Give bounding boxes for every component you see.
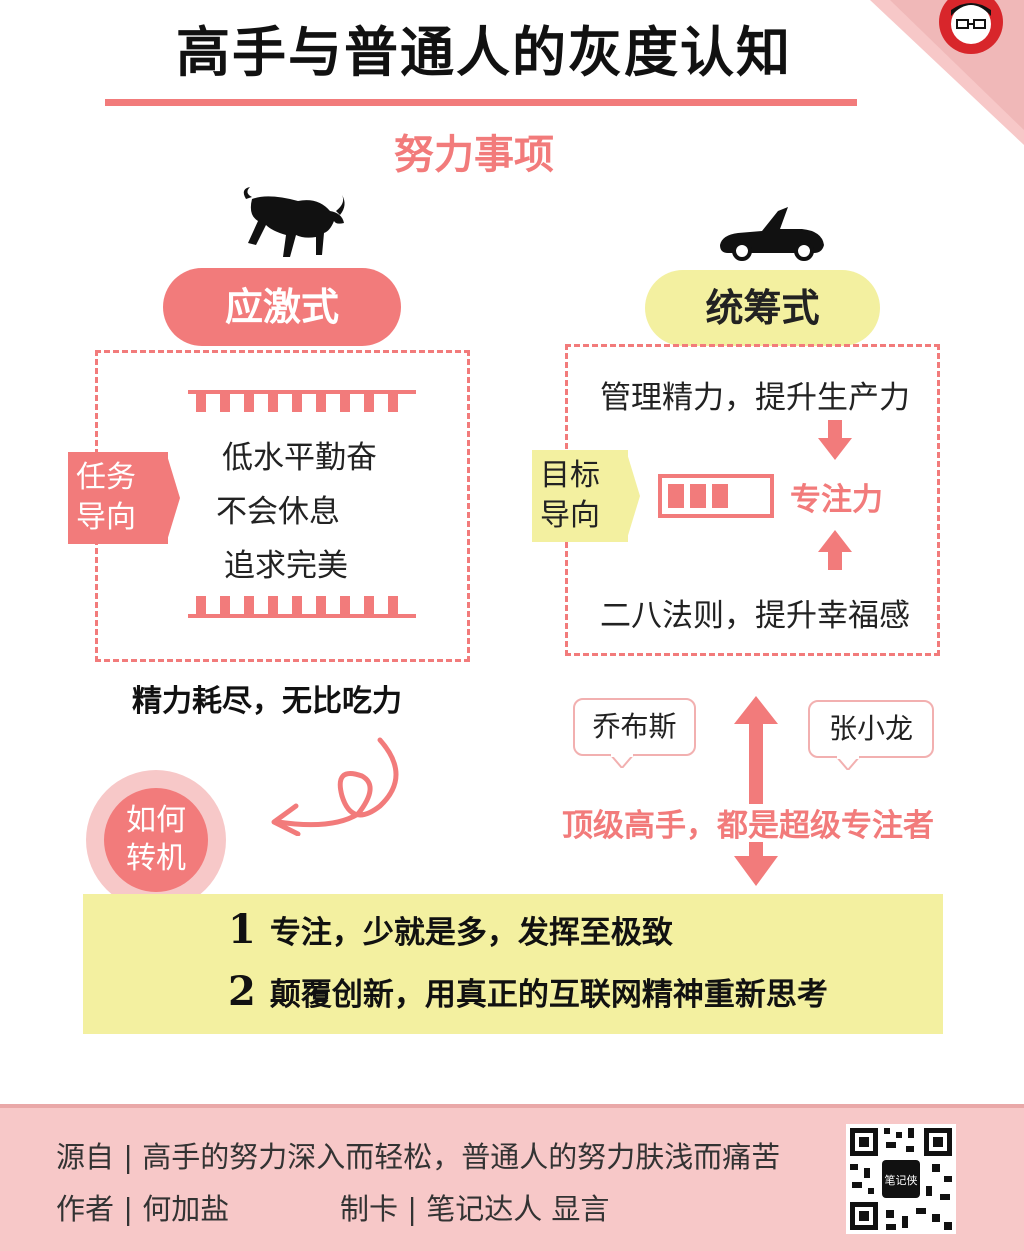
top-masters-text: 顶级高手，都是超级专注者 [562,808,934,844]
action-plan-panel [83,894,943,1034]
jobs-bubble: 乔布斯 [573,698,696,756]
reactive-caption: 精力耗尽，无比吃力 [132,684,402,719]
zhang-xiaolong-bubble: 张小龙 [808,700,934,758]
arrow-down-icon [818,420,852,460]
plan-text-1: 专注，少就是多，发挥至极致 [269,915,673,951]
how-to-turn-badge: 如何 转机 [104,788,208,892]
double-arrow-icon [734,696,778,886]
reactive-item-3: 追求完美 [224,548,348,584]
tag-arrow-left [166,452,180,544]
goal-oriented-tag: 目标 导向 [532,450,628,542]
page-title: 高手与普通人的灰度认知 [176,20,792,84]
jobs-label: 乔布斯 [592,710,677,743]
pareto-text: 二八法则，提升幸福感 [600,598,910,634]
tag-arrow-right [626,450,640,542]
task-oriented-label: 任务 导向 [76,460,136,535]
goal-oriented-label: 目标 导向 [540,458,600,533]
qr-center-label: 笔记侠 [885,1173,918,1187]
section-subtitle: 努力事项 [394,131,554,178]
bubble-tail-2 [836,756,860,770]
bull-icon [243,187,345,257]
plan-number-2: 2 [228,968,256,1015]
battery-icon [658,474,774,518]
reactive-item-1: 低水平勤奋 [222,440,377,476]
task-oriented-tag: 任务 导向 [68,452,168,544]
how-to-turn-label: 如何 转机 [126,803,186,876]
source-line: 源自 | 高手的努力深入而轻松，普通人的努力肤浅而痛苦 [56,1140,781,1174]
manage-energy-text: 管理精力，提升生产力 [600,380,910,416]
coordinated-mode-pill: 统筹式 [645,270,880,346]
hatch-bottom [188,596,416,618]
plan-item-2: 2 颠覆创新，用真正的互联网精神重新思考 [228,968,828,1015]
hatch-top [188,390,416,412]
author-line: 作者 | 何加盐 [56,1192,230,1226]
arrow-up-icon [818,530,852,570]
qr-code[interactable]: 笔记侠 [846,1124,956,1234]
sports-car-icon [720,207,824,261]
reactive-item-2: 不会休息 [216,494,340,530]
curly-arrow-icon [271,737,399,836]
zhang-xiaolong-label: 张小龙 [828,712,913,745]
plan-text-2: 颠覆创新，用真正的互联网精神重新思考 [269,977,828,1013]
card-maker-line: 制卡 | 笔记达人 显言 [340,1192,610,1226]
bubble-tail-1 [610,754,634,768]
corner-decoration [870,0,1024,145]
focus-label: 专注力 [790,482,883,518]
reactive-mode-pill: 应激式 [163,268,401,346]
plan-number-1: 1 [228,906,256,953]
title-underline [105,99,857,106]
plan-item-1: 1 专注，少就是多，发挥至极致 [228,906,673,953]
